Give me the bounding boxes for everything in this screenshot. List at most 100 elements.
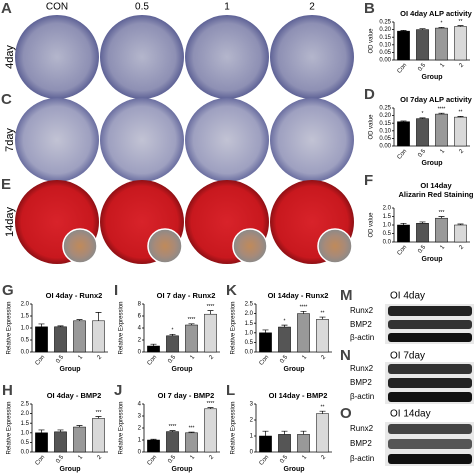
x-tick-label: 1 (77, 354, 84, 361)
chart-title: OI 14day - Runx2 (268, 291, 329, 300)
error-bar (281, 430, 288, 435)
y-tick-label: 0.0 (21, 450, 30, 456)
band-label: BMP2 (350, 320, 372, 329)
bar (297, 313, 310, 353)
row-4day (15, 15, 354, 99)
x-axis-label: Group (60, 366, 81, 373)
error-bar (150, 343, 157, 346)
chart-title: OI 14day (420, 181, 452, 190)
error-bar (319, 410, 326, 414)
panel-letter: N (340, 347, 351, 364)
y-tick-label: 0.10 (379, 42, 391, 48)
x-tick-label: 2 (208, 454, 215, 461)
y-tick-label: 0.15 (379, 121, 391, 127)
chart-title: OI 7 day - BMP2 (158, 391, 215, 400)
x-tick-label: 0.5 (279, 354, 289, 365)
y-tick-label: 0.00 (379, 144, 391, 150)
y-tick-label: 0.25 (379, 20, 391, 26)
significance: **** (300, 305, 308, 311)
chart-title: OI 4day ALP activity (400, 9, 473, 18)
bar (54, 431, 67, 453)
y-tick-label: 0.25 (379, 106, 391, 112)
error-bar (38, 323, 45, 327)
error-bar (457, 25, 464, 27)
band-label: β-actin (350, 333, 374, 342)
column-label: CON (46, 2, 68, 13)
error-bar (438, 26, 445, 29)
bar (92, 418, 105, 453)
bar (92, 320, 105, 353)
panel-letter: J (114, 382, 122, 399)
y-axis-label: Relative Expression (7, 401, 13, 454)
row-label: 14day (4, 207, 16, 237)
y-tick-label: 1.5 (245, 321, 254, 327)
bar (166, 335, 179, 353)
error-bar (76, 425, 83, 428)
significance: *** (96, 410, 102, 416)
x-tick-label: Con (397, 62, 409, 74)
x-axis-label: Group (172, 366, 193, 373)
significance: **** (438, 106, 446, 112)
row-label: 4day (4, 45, 16, 69)
bar (454, 116, 467, 147)
y-axis-label: OD value (369, 28, 375, 54)
x-tick-label: 2 (458, 62, 465, 69)
band-label: Runx2 (350, 364, 374, 373)
row-label: 7day (4, 128, 16, 152)
y-tick-label: 2.0 (383, 206, 392, 212)
bar (147, 345, 160, 353)
x-tick-label: Con (35, 454, 47, 466)
bar (454, 224, 467, 243)
y-tick-label: 0.20 (379, 27, 391, 33)
bar (297, 434, 310, 453)
panel-letter: C (1, 91, 12, 108)
chart-title: OI 4day - BMP2 (47, 391, 102, 400)
y-tick-label: 2.0 (21, 302, 30, 308)
blot-title: OI 4day (390, 291, 425, 302)
x-tick-label: 0.5 (55, 454, 65, 465)
panel-letter: B (364, 0, 375, 17)
band-label: β-actin (350, 454, 374, 463)
error-bar (207, 407, 214, 409)
significance: **** (207, 401, 215, 407)
y-tick-label: 0.5 (21, 440, 30, 446)
significance: *** (439, 210, 445, 216)
x-tick-label: 1 (439, 244, 446, 251)
panel-letter: F (364, 172, 373, 189)
error-bar (262, 430, 269, 436)
error-bar (188, 431, 195, 433)
bar (397, 30, 410, 61)
column-label: 0.5 (135, 2, 149, 13)
y-axis-label: Relative Expression (7, 301, 13, 354)
significance: **** (169, 424, 177, 430)
y-tick-label: 2 (250, 418, 254, 424)
x-axis-label: Group (172, 466, 193, 473)
bar (278, 326, 291, 353)
x-axis-label: Group (284, 366, 305, 373)
bar (316, 319, 329, 353)
y-tick-label: 6 (138, 314, 142, 320)
y-tick-label: 0.5 (383, 231, 392, 237)
panel-letter: K (226, 282, 237, 299)
y-tick-label: 1 (250, 434, 254, 440)
bar (454, 26, 467, 61)
error-bar (457, 116, 464, 118)
x-tick-label: 2 (96, 354, 103, 361)
error-bar (57, 429, 64, 432)
x-tick-label: Con (35, 354, 47, 366)
y-tick-label: 1.5 (21, 314, 30, 320)
bar (54, 326, 67, 353)
panel-letter: M (340, 287, 353, 304)
y-tick-label: 1.5 (383, 214, 392, 220)
error-bar (400, 120, 407, 122)
y-axis-label: Relative Expression (119, 301, 125, 354)
x-tick-label: 1 (301, 454, 308, 461)
chart-title: OI 4day - Runx2 (46, 291, 103, 300)
x-tick-label: 1 (77, 454, 84, 461)
x-tick-label: Con (147, 454, 159, 466)
y-tick-label: 1.0 (21, 430, 30, 436)
panel-letter: E (1, 176, 11, 193)
y-axis-label: Relative Expression (119, 401, 125, 454)
error-bar (319, 316, 326, 320)
error-bar (300, 430, 307, 435)
